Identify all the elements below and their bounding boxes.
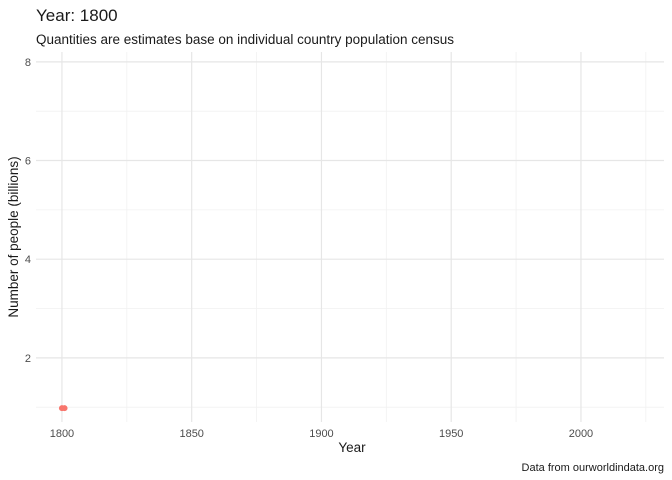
data-points [58,405,68,412]
chart-subtitle: Quantities are estimates base on individ… [36,32,454,47]
grid [36,52,664,422]
x-tick-label: 1800 [50,428,74,440]
x-tick-label: 1950 [439,428,463,440]
x-tick-label: 2000 [569,428,593,440]
data-point-1 [61,405,68,412]
y-tick-label: 2 [25,353,31,365]
x-axis-title: Year [338,440,366,455]
chart-caption: Data from ourworldindata.org [522,462,664,474]
tick-labels: 1800 1850 1900 1950 2000 2 4 6 8 [25,57,593,440]
y-axis-title: Number of people (billions) [6,156,21,317]
x-tick-label: 1850 [179,428,203,440]
chart-title: Year: 1800 [36,6,118,25]
x-tick-label: 1900 [309,428,333,440]
y-tick-label: 6 [25,156,31,168]
y-tick-label: 4 [25,254,31,266]
y-tick-label: 8 [25,57,31,69]
